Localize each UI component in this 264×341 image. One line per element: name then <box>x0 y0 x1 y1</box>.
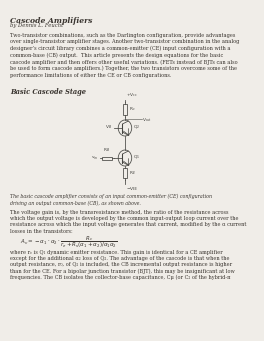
Text: Q$_1$: Q$_1$ <box>133 153 140 161</box>
Text: Basic Cascode Stage: Basic Cascode Stage <box>10 88 86 96</box>
Bar <box>123 104 127 115</box>
Text: −V$_\mathrm{EE}$: −V$_\mathrm{EE}$ <box>126 185 138 193</box>
Text: v$_\mathrm{in}$: v$_\mathrm{in}$ <box>91 154 98 162</box>
Text: V$_\mathrm{out}$: V$_\mathrm{out}$ <box>142 116 152 124</box>
Text: Two-transistor combinations, such as the Darlington configuration, provide advan: Two-transistor combinations, such as the… <box>10 33 239 78</box>
Text: Q$_2$: Q$_2$ <box>133 123 140 131</box>
Text: The basic cascode amplifier consists of an input common-emitter (CE) configurati: The basic cascode amplifier consists of … <box>10 194 212 206</box>
Text: R$_E$: R$_E$ <box>129 169 136 177</box>
Bar <box>102 157 112 160</box>
Text: R$_B$: R$_B$ <box>103 146 110 154</box>
Text: where rₑ is Q₁ dynamic emitter resistance. This gain is identical for a CE ampli: where rₑ is Q₁ dynamic emitter resistanc… <box>10 250 235 281</box>
Text: by Dennis L. Feucht: by Dennis L. Feucht <box>10 23 63 28</box>
Text: R$_c$: R$_c$ <box>129 106 136 113</box>
Text: Cascode Amplifiers: Cascode Amplifiers <box>10 17 92 25</box>
Text: V$_B$: V$_B$ <box>105 123 112 131</box>
Text: +V$_\mathrm{cc}$: +V$_\mathrm{cc}$ <box>126 91 138 99</box>
Text: $A_v = -\alpha_1 \cdot \alpha_2 \cdot \dfrac{R_c}{r_e + R_s(\alpha_1+\alpha_2)/\: $A_v = -\alpha_1 \cdot \alpha_2 \cdot \d… <box>20 234 118 250</box>
Text: The voltage gain is, by the transresistance method, the ratio of the resistance : The voltage gain is, by the transresista… <box>10 210 247 234</box>
Bar <box>123 168 127 178</box>
